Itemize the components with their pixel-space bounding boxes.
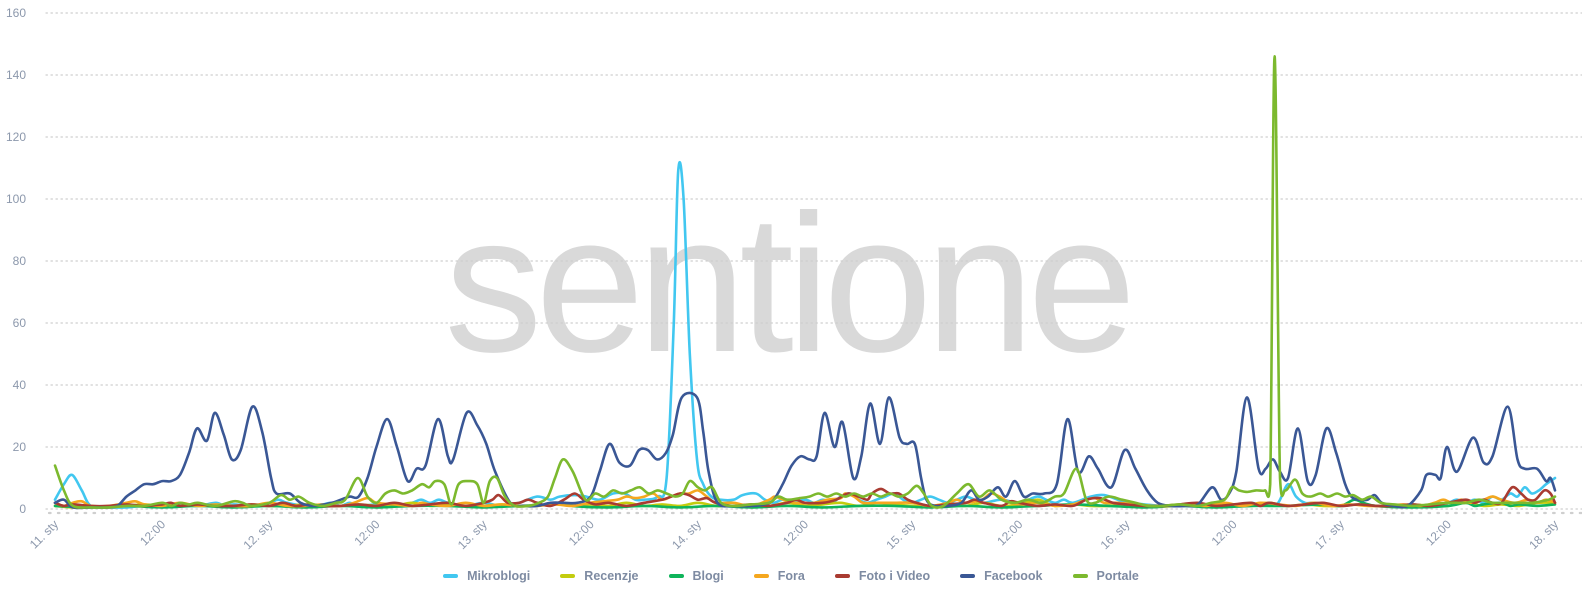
x-axis-tick-label: 14. sty xyxy=(669,517,704,552)
legend-item-label: Recenzje xyxy=(584,569,639,583)
legend-item-blogi[interactable]: Blogi xyxy=(668,569,724,583)
legend-marker-dash xyxy=(443,574,459,578)
y-axis-tick-label: 100 xyxy=(6,192,26,206)
legend-item-label: Fora xyxy=(777,569,805,583)
y-axis-tick-label: 140 xyxy=(6,68,26,82)
y-axis-tick-label: 80 xyxy=(13,254,27,268)
legend-item-label: Portale xyxy=(1096,569,1139,583)
y-axis-tick-label: 20 xyxy=(13,440,27,454)
legend-item-recenzje[interactable]: Recenzje xyxy=(560,569,639,583)
legend-item-label: Blogi xyxy=(692,569,724,583)
legend-item-label: Foto i Video xyxy=(858,569,931,583)
series-line-portale xyxy=(53,55,1557,509)
x-axis-tick-label: 12:00 xyxy=(780,517,811,548)
legend-item-mikroblogi[interactable]: Mikroblogi xyxy=(443,569,530,583)
legend-marker-dash xyxy=(834,574,850,578)
chart-legend: Mikroblogi Recenzje Blogi Fora Foto i Video F… xyxy=(0,569,1582,583)
y-axis-tick-label: 60 xyxy=(13,316,27,330)
x-axis-tick-label: 15. sty xyxy=(883,517,918,552)
x-axis-tick-label: 11. sty xyxy=(27,517,61,551)
y-axis-tick-label: 40 xyxy=(13,378,27,392)
legend-marker-dash xyxy=(1072,574,1088,578)
legend-marker-dash xyxy=(960,574,976,578)
legend-item-foto-i-video[interactable]: Foto i Video xyxy=(834,569,931,583)
x-axis-tick-label: 13. sty xyxy=(455,517,490,552)
legend-marker-dash xyxy=(668,574,684,578)
x-axis-tick-label: 12:00 xyxy=(137,517,168,548)
y-axis-tick-label: 120 xyxy=(6,130,26,144)
series-line-mikroblogi xyxy=(53,161,1557,509)
y-axis-tick-label: 160 xyxy=(6,6,26,20)
legend-item-portale[interactable]: Portale xyxy=(1072,569,1139,583)
x-axis-tick-label: 12:00 xyxy=(1209,517,1240,548)
x-axis-tick-label: 12. sty xyxy=(241,517,276,552)
x-axis-tick-label: 12:00 xyxy=(566,517,597,548)
legend-marker-dash xyxy=(560,574,576,578)
x-axis-tick-label: 18. sty xyxy=(1526,517,1561,552)
x-axis-tick-label: 17. sty xyxy=(1312,517,1347,552)
x-axis-tick-label: 12:00 xyxy=(351,517,382,548)
series-line-foto-i-video xyxy=(53,485,1557,508)
series-line-facebook xyxy=(53,391,1557,510)
y-axis-tick-label: 0 xyxy=(19,502,26,516)
legend-item-fora[interactable]: Fora xyxy=(753,569,805,583)
legend-item-label: Facebook xyxy=(984,569,1043,583)
watermark-sentione: sentione xyxy=(444,174,1136,393)
legend-marker-dash xyxy=(753,574,769,578)
legend-item-label: Mikroblogi xyxy=(467,569,531,583)
legend-item-facebook[interactable]: Facebook xyxy=(960,569,1043,583)
x-axis-tick-label: 16. sty xyxy=(1098,517,1133,552)
x-axis-tick-label: 12:00 xyxy=(1423,517,1454,548)
x-axis-tick-label: 12:00 xyxy=(994,517,1025,548)
